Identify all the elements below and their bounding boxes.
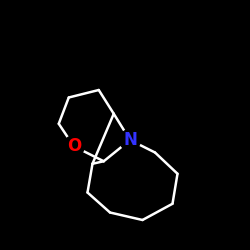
- Circle shape: [63, 136, 84, 157]
- Circle shape: [120, 130, 141, 150]
- Text: O: O: [66, 137, 81, 155]
- Text: N: N: [123, 131, 137, 149]
